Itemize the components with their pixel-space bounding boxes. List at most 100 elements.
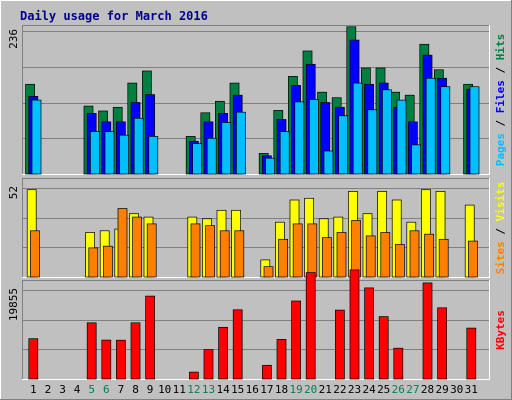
legend-: / [494,221,507,241]
bar-sites-day-31 [468,240,478,278]
x-tick-label-day-30: 30 [450,383,463,396]
bar-pages-day-9 [148,136,159,175]
bar-kbytes-day-8 [130,322,141,380]
bar-kbytes-day-25 [378,316,389,380]
series-legend-label: KBytes [494,310,507,350]
y-max-label: 236 [7,29,20,49]
x-tick-label-day-31: 31 [465,383,478,396]
bar-pages-day-13 [206,137,217,175]
legend-visits: Visits [494,182,507,222]
bar-sites-day-25 [380,232,391,278]
bar-pages-day-21 [323,150,334,175]
x-tick-label-day-6: 6 [103,383,110,396]
bar-kbytes-day-6 [101,339,112,380]
bar-sites-day-27 [409,230,420,278]
bar-kbytes-day-17 [262,364,272,380]
x-tick-label-day-1: 1 [30,383,37,396]
bar-sites-day-6 [103,245,113,278]
legend-: / [494,113,507,133]
legend-: / [494,60,507,80]
bar-pages-day-14 [221,122,232,175]
x-tick-label-day-14: 14 [216,383,230,396]
bar-sites-day-18 [278,238,288,278]
bar-pages-day-15 [236,111,246,175]
bar-sites-day-17 [263,266,274,278]
bar-pages-day-17 [265,157,275,175]
bar-sites-day-13 [205,225,215,278]
bar-sites-day-23 [351,220,361,278]
bar-pages-day-29 [440,86,451,175]
bar-sites-day-7 [117,208,128,278]
bar-sites-day-14 [219,230,230,278]
bar-sites-day-20 [307,223,318,278]
bar-pages-day-6 [104,131,115,175]
x-tick-label-day-13: 13 [202,383,215,396]
x-tick-label-day-25: 25 [377,383,390,396]
bar-sites-day-19 [292,223,303,278]
bar-kbytes-day-1 [28,338,39,380]
panel-hits_files_pages: 236 Pages / Files / Hits [7,25,507,175]
bar-pages-day-28 [425,77,436,175]
x-tick-label-day-22: 22 [333,383,346,396]
bar-sites-day-29 [438,238,449,278]
bar-kbytes-day-19 [291,300,301,380]
panel-visits_sites: 52 Sites / Visits [7,178,507,278]
legend-hits: Hits [494,34,507,61]
bar-pages-day-25 [382,89,392,175]
bar-kbytes-day-18 [276,339,287,380]
bar-kbytes-day-15 [232,309,243,380]
bar-kbytes-day-22 [335,309,345,380]
bar-pages-day-5 [90,131,100,175]
series-legend-label: Pages / Files / Hits [494,34,507,167]
y-max-label: 52 [7,186,20,199]
bar-sites-day-26 [395,244,405,278]
x-tick-label-day-17: 17 [260,383,273,396]
bar-pages-day-31 [469,86,480,175]
x-tick-label-day-28: 28 [421,383,434,396]
bar-sites-day-8 [132,216,142,278]
bar-sites-day-12 [190,223,201,278]
x-tick-label-day-15: 15 [231,383,244,396]
bar-sites-day-15 [234,230,245,278]
bar-kbytes-day-12 [189,371,199,380]
x-tick-label-day-7: 7 [118,383,125,396]
bar-pages-day-27 [411,144,421,175]
bar-pages-day-8 [133,117,144,175]
y-max-label: 19855 [7,288,20,321]
x-tick-label-day-8: 8 [132,383,139,396]
bar-sites-day-22 [336,232,347,278]
legend-pages: Pages [494,133,507,166]
bar-sites-day-9 [146,223,157,278]
series-legend-label: Sites / Visits [494,182,507,275]
bar-kbytes-day-5 [86,322,97,380]
bar-pages-day-20 [309,99,319,175]
x-tick-label-day-2: 2 [45,383,52,396]
x-tick-label-day-18: 18 [275,383,288,396]
bar-kbytes-day-28 [422,282,433,380]
x-tick-label-day-24: 24 [362,383,376,396]
x-tick-label-day-16: 16 [246,383,259,396]
bar-pages-day-26 [396,99,407,175]
bar-pages-day-23 [352,82,363,175]
bar-kbytes-day-23 [349,269,360,380]
x-tick-label-day-5: 5 [88,383,95,396]
x-tick-label-day-11: 11 [173,383,186,396]
bar-pages-day-12 [192,143,202,175]
x-tick-label-day-29: 29 [435,383,448,396]
bar-pages-day-1 [31,99,42,175]
bar-sites-day-21 [322,237,332,278]
bar-sites-day-1 [30,230,40,278]
bar-pages-day-22 [338,115,348,175]
bar-kbytes-day-13 [203,349,214,380]
bar-sites-day-5 [88,247,99,278]
x-tick-label-day-3: 3 [59,383,66,396]
bar-kbytes-day-24 [364,287,374,380]
chart-title: Daily usage for March 2016 [20,9,208,23]
panel-background [22,280,490,380]
x-tick-label-day-21: 21 [319,383,332,396]
x-tick-label-day-10: 10 [158,383,171,396]
x-tick-label-day-23: 23 [348,383,361,396]
bar-pages-day-24 [367,109,378,175]
bar-kbytes-day-20 [305,272,316,380]
